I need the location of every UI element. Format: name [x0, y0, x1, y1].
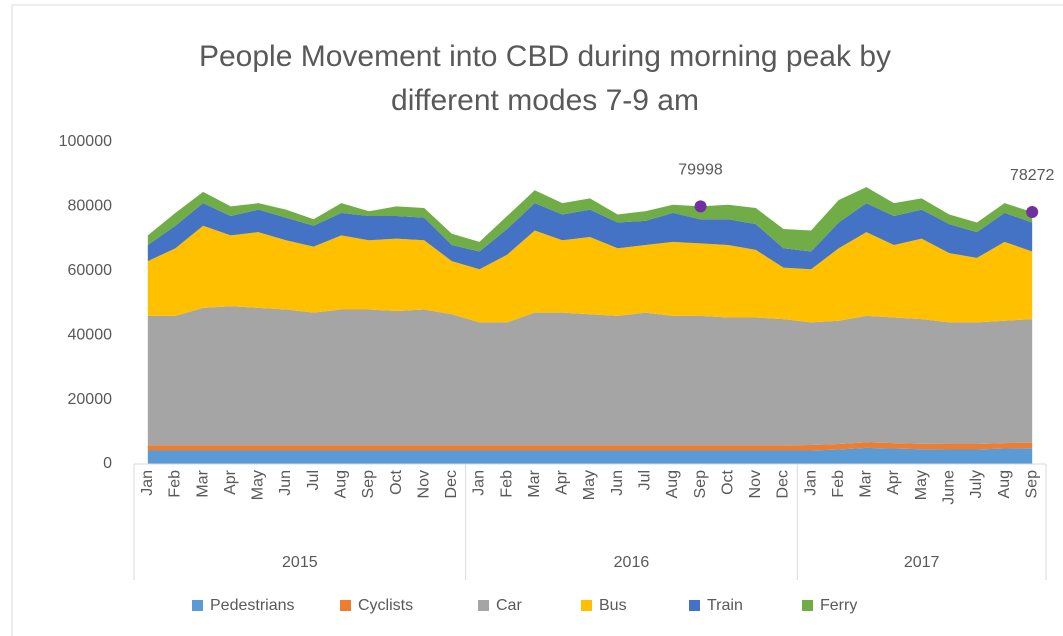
x-tick-label: Sep [1023, 470, 1040, 499]
y-tick-label: 0 [103, 455, 112, 472]
x-tick-label: Feb [498, 470, 515, 498]
x-tick-label: Sep [360, 470, 377, 499]
legend-swatch [581, 600, 592, 611]
x-tick-label: May [581, 470, 598, 500]
area [147, 447, 1033, 464]
x-tick-label: Jan [139, 470, 156, 496]
x-tick-label: May [250, 470, 267, 500]
x-tick-label: Apr [554, 469, 571, 495]
x-tick-label: Aug [332, 470, 349, 498]
x-tick-label: Mar [526, 469, 543, 497]
legend-swatch [478, 600, 489, 611]
x-tick-label: Nov [415, 470, 432, 498]
legend-swatch [802, 600, 813, 611]
x-tick-label: May [913, 470, 930, 500]
x-tick-label: Jul [305, 470, 322, 490]
x-tick-label: Sep [692, 470, 709, 499]
x-tick-label: Feb [167, 470, 184, 498]
x-tick-label: Jun [609, 470, 626, 496]
x-tick-label: Jul [636, 470, 653, 490]
legend-label: Car [496, 597, 522, 614]
y-tick-label: 40000 [68, 326, 113, 343]
group-label: 2016 [614, 554, 650, 571]
legend-swatch [192, 600, 203, 611]
x-tick-label: Nov [747, 470, 764, 498]
group-label: 2015 [282, 554, 318, 571]
area [147, 225, 1033, 323]
y-tick-label: 80000 [68, 198, 113, 215]
area [147, 187, 1033, 252]
x-tick-label: Feb [830, 470, 847, 498]
y-tick-label: 100000 [59, 133, 112, 150]
x-tick-label: Oct [719, 469, 736, 494]
legend-label: Ferry [820, 597, 857, 614]
legend-label: Cyclists [358, 597, 413, 614]
legend-label: Train [707, 597, 743, 614]
x-tick-label: Aug [996, 470, 1013, 498]
x-tick-label: Jun [277, 470, 294, 496]
x-tick-label: Mar [858, 469, 875, 497]
x-tick-label: Oct [388, 469, 405, 494]
x-tick-label: Dec [775, 470, 792, 498]
area [147, 442, 1033, 451]
legend-swatch [340, 600, 351, 611]
annotation-label: 78272 [1010, 167, 1055, 184]
y-tick-label: 20000 [68, 391, 113, 408]
x-tick-label: Apr [885, 469, 902, 495]
x-tick-label: July [968, 470, 985, 498]
x-tick-label: Apr [222, 469, 239, 495]
annotation-label: 79998 [678, 162, 723, 179]
area [147, 306, 1033, 446]
legend-swatch [689, 600, 700, 611]
legend-label: Bus [599, 597, 627, 614]
x-tick-label: Jan [471, 470, 488, 496]
group-label: 2017 [904, 554, 940, 571]
legend-label: Pedestrians [210, 597, 295, 614]
x-tick-label: Mar [194, 469, 211, 497]
annotation-dot [1026, 205, 1039, 218]
x-tick-label: Aug [664, 470, 681, 498]
x-tick-label: June [940, 470, 957, 505]
area [147, 203, 1033, 270]
x-tick-label: Jan [802, 470, 819, 496]
y-tick-label: 60000 [68, 262, 113, 279]
annotation-dot [694, 200, 707, 213]
chart-title: People Movement into CBD during morning … [199, 40, 891, 117]
x-tick-label: Dec [443, 470, 460, 498]
